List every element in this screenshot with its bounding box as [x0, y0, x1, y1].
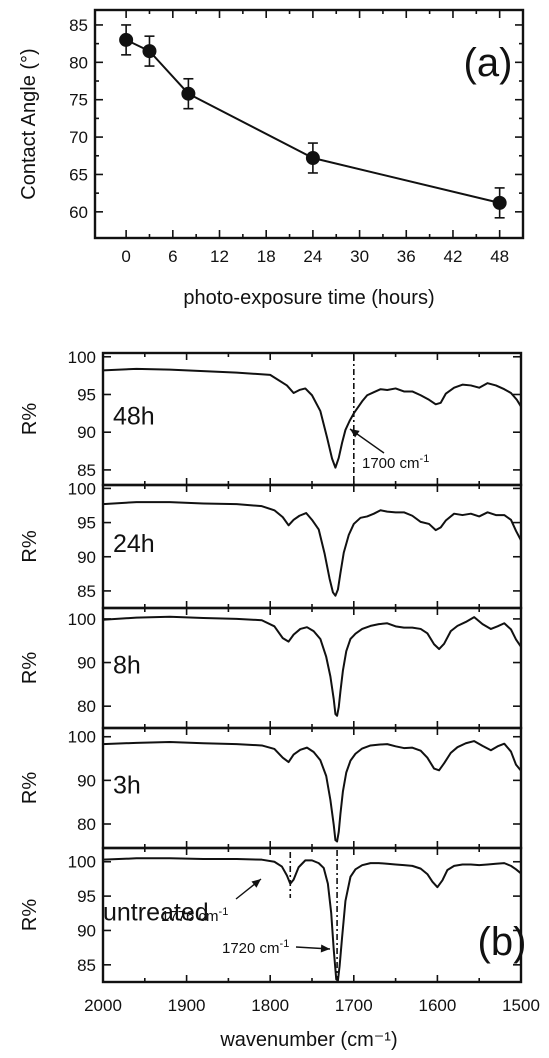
x-tick-label-a: 6 [168, 247, 177, 266]
x-tick-label-b: 1900 [168, 996, 206, 1015]
spectrum-line [102, 615, 522, 717]
spectrum-line [102, 501, 522, 597]
y-tick-label-b: 95 [77, 514, 96, 533]
trace-label: 8h [113, 652, 141, 680]
x-tick-label-a: 0 [121, 247, 130, 266]
arrow-head [251, 879, 261, 888]
trace-label: untreated [103, 898, 209, 926]
spectrum-panel-untreated: 100 95 90 85 R% untreated [19, 846, 523, 984]
x-tick-label-a: 24 [303, 247, 322, 266]
y-tick-label-b: 85 [77, 461, 96, 480]
spectrum-line [102, 367, 522, 469]
x-tick-label-b: 2000 [84, 996, 122, 1015]
x-tick-label-a: 42 [444, 247, 463, 266]
y-tick-label-b: 100 [68, 728, 96, 747]
y-axis-label-b: R% [19, 403, 41, 435]
y-tick-label-b: 95 [77, 887, 96, 906]
x-tick-label-a: 12 [210, 247, 229, 266]
y-tick-label-a: 70 [69, 128, 88, 147]
y-tick-label-b: 80 [77, 815, 96, 834]
annotation-text: 1776 cm [161, 908, 219, 925]
spectrum-panel-8h: 100 90 80 R% 8h [19, 606, 523, 730]
contact-angle-line [125, 39, 500, 204]
y-tick-label-a: 65 [69, 165, 88, 184]
y-axis-label-b: R% [19, 899, 41, 931]
trace-label: 24h [113, 530, 155, 558]
y-axis-label-b: R% [19, 530, 41, 562]
y-tick-label-b: 95 [77, 385, 96, 404]
panel-label-a: (a) [464, 41, 513, 85]
annotation-text: 1720 cm [222, 940, 280, 957]
y-axis-label-a: Contact Angle (°) [18, 48, 40, 199]
x-tick-label-a: 36 [397, 247, 416, 266]
x-tick-label-b: 1600 [418, 996, 456, 1015]
spectrum-frame [101, 351, 523, 487]
y-tick-label-b: 85 [77, 582, 96, 601]
y-tick-label-b: 90 [77, 771, 96, 790]
x-axis-label-b-text: wavenumber (cm⁻¹) [219, 1029, 397, 1051]
annotation-1776: 1776 cm-1 [161, 852, 292, 925]
y-tick-label-b: 90 [77, 654, 96, 673]
x-axis-label-b: wavenumber (cm⁻¹) [219, 1029, 397, 1051]
annotation-1720: 1720 cm-1 [222, 850, 338, 980]
data-point [119, 32, 134, 47]
annotation-label: 1720 cm-1 [222, 938, 289, 957]
annotation-label: 1776 cm-1 [161, 906, 228, 925]
plot-frame-a [93, 8, 525, 240]
y-tick-label-b: 90 [77, 423, 96, 442]
spectrum-frame [101, 483, 523, 610]
data-point [181, 86, 196, 101]
spectrum-panel-24h: 100 95 90 85 R% 24h [19, 479, 523, 610]
x-tick-label-b: 1800 [251, 996, 289, 1015]
annotation-sup: -1 [219, 906, 229, 918]
x-tick-label-b: 1500 [502, 996, 540, 1015]
annotation-sup: -1 [420, 453, 430, 465]
spectrum-panel-3h: 100 90 80 R% 3h [19, 726, 523, 850]
trace-label: 48h [113, 402, 155, 430]
y-tick-label-a: 80 [69, 53, 88, 72]
y-tick-label-b: 80 [77, 697, 96, 716]
spectrum-panel-48h: 100 95 90 85 R% 48h [19, 348, 523, 487]
spectrum-line [102, 740, 522, 843]
arrow-head [320, 944, 330, 953]
annotation-text: 1700 cm [362, 455, 420, 472]
y-tick-label-b: 85 [77, 956, 96, 975]
y-tick-label-a: 60 [69, 203, 88, 222]
y-tick-label-b: 100 [68, 610, 96, 629]
y-axis-label-b: R% [19, 652, 41, 684]
y-tick-label-b: 100 [68, 853, 96, 872]
y-axis-label-b: R% [19, 772, 41, 804]
x-tick-label-a: 18 [257, 247, 276, 266]
y-tick-label-a: 85 [69, 16, 88, 35]
x-tick-label-a: 48 [490, 247, 509, 266]
x-axis-label-a: photo-exposure time (hours) [183, 287, 434, 309]
data-point [305, 151, 320, 166]
annotation-sup: -1 [280, 938, 290, 950]
annotation-label: 1700 cm-1 [362, 453, 429, 472]
spectrum-line [102, 857, 522, 982]
y-tick-label-a: 75 [69, 91, 88, 110]
y-tick-label-b: 90 [77, 548, 96, 567]
data-point [142, 44, 157, 59]
trace-label: 3h [113, 772, 141, 800]
arrow-head [350, 429, 360, 438]
x-tick-label-b: 1700 [335, 996, 373, 1015]
data-point [492, 195, 507, 210]
y-tick-label-b: 90 [77, 921, 96, 940]
y-tick-label-b: 100 [68, 348, 96, 367]
x-tick-label-a: 30 [350, 247, 369, 266]
contact-angle-panel: 60 65 70 75 80 85 0 6 12 18 24 30 36 42 48 (a) Contac… [18, 8, 525, 309]
y-tick-label-b: 100 [68, 479, 96, 498]
panel-label-b: (b) [478, 920, 527, 964]
annotation-1700: 1700 cm-1 [349, 355, 429, 485]
